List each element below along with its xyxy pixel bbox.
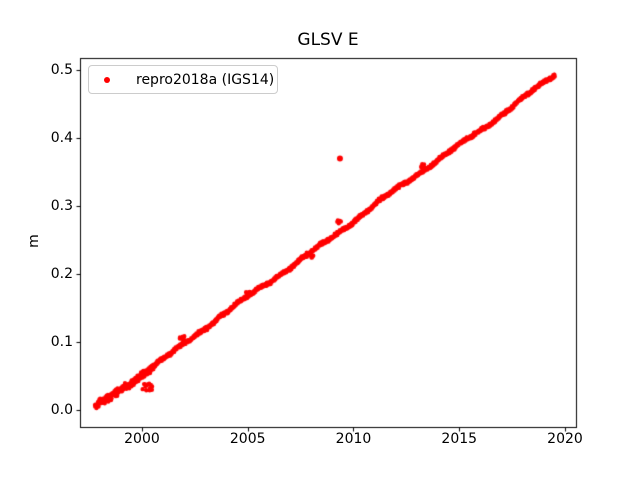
legend: repro2018a (IGS14) <box>88 65 278 94</box>
y-axis-label: m <box>26 234 42 248</box>
x-tick-label: 2020 <box>547 431 583 447</box>
y-tick-label: 0.4 <box>50 129 73 146</box>
chart-title: GLSV E <box>297 30 359 50</box>
y-tick-label: 0.1 <box>50 333 73 350</box>
x-tick-label: 2015 <box>441 431 478 447</box>
legend-label: repro2018a (IGS14) <box>136 71 275 88</box>
x-tick-label: 2005 <box>229 431 266 447</box>
legend-marker-dot <box>104 76 110 83</box>
x-tick-label: 2000 <box>124 431 160 447</box>
x-tick-label: 2010 <box>335 431 372 447</box>
y-tick-label: 0.3 <box>50 197 73 214</box>
y-tick-label: 0.2 <box>50 265 73 282</box>
y-tick-label: 0.5 <box>50 61 73 78</box>
y-tick-label: 0.0 <box>50 401 73 418</box>
